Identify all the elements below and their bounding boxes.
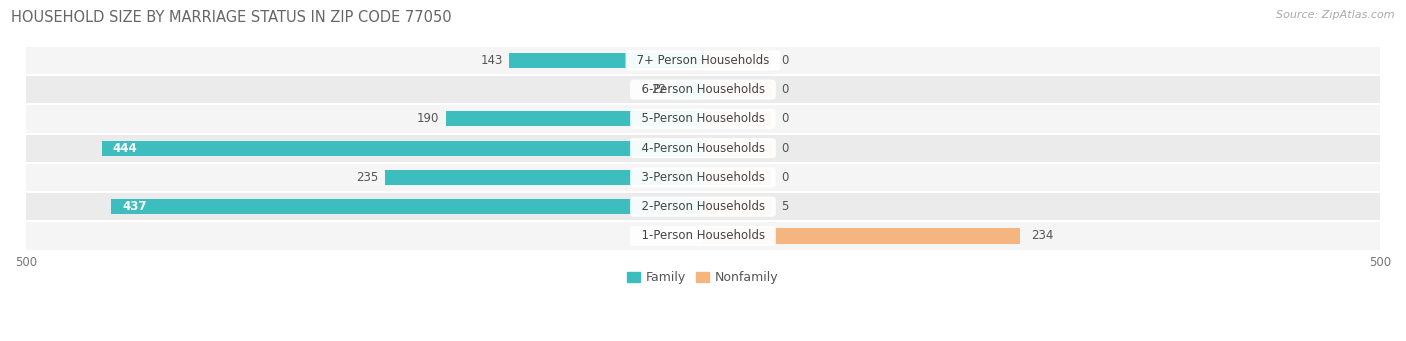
Text: 4-Person Households: 4-Person Households bbox=[634, 142, 772, 155]
Text: 5: 5 bbox=[782, 200, 789, 213]
Text: 6-Person Households: 6-Person Households bbox=[634, 83, 772, 96]
Bar bbox=[385, 170, 703, 185]
Text: 0: 0 bbox=[782, 83, 789, 96]
Bar bbox=[27, 75, 1379, 104]
Bar bbox=[703, 82, 770, 97]
Bar bbox=[27, 221, 1379, 251]
Bar bbox=[703, 228, 1019, 243]
Text: 444: 444 bbox=[112, 142, 138, 155]
Text: 22: 22 bbox=[651, 83, 666, 96]
Text: 5-Person Households: 5-Person Households bbox=[634, 113, 772, 125]
Text: 2-Person Households: 2-Person Households bbox=[634, 200, 772, 213]
Text: 234: 234 bbox=[1031, 229, 1053, 242]
Bar bbox=[673, 82, 703, 97]
Text: 437: 437 bbox=[122, 200, 146, 213]
Text: 0: 0 bbox=[782, 54, 789, 67]
Bar bbox=[509, 53, 703, 68]
Bar bbox=[703, 170, 770, 185]
Bar bbox=[703, 111, 770, 127]
Bar bbox=[27, 163, 1379, 192]
Text: 143: 143 bbox=[481, 54, 502, 67]
Text: 0: 0 bbox=[782, 113, 789, 125]
Text: 190: 190 bbox=[416, 113, 439, 125]
Bar bbox=[703, 140, 770, 156]
Legend: Family, Nonfamily: Family, Nonfamily bbox=[623, 266, 783, 290]
Text: Source: ZipAtlas.com: Source: ZipAtlas.com bbox=[1277, 10, 1395, 20]
Bar bbox=[703, 199, 770, 214]
Bar bbox=[446, 111, 703, 127]
Text: 0: 0 bbox=[782, 171, 789, 184]
Text: HOUSEHOLD SIZE BY MARRIAGE STATUS IN ZIP CODE 77050: HOUSEHOLD SIZE BY MARRIAGE STATUS IN ZIP… bbox=[11, 10, 451, 25]
Text: 3-Person Households: 3-Person Households bbox=[634, 171, 772, 184]
Bar bbox=[27, 134, 1379, 163]
Bar bbox=[27, 46, 1379, 75]
Bar bbox=[111, 199, 703, 214]
Bar bbox=[27, 192, 1379, 221]
Bar bbox=[27, 104, 1379, 134]
Text: 0: 0 bbox=[782, 142, 789, 155]
Text: 235: 235 bbox=[356, 171, 378, 184]
Bar bbox=[703, 53, 770, 68]
Bar bbox=[101, 140, 703, 156]
Text: 7+ Person Households: 7+ Person Households bbox=[628, 54, 778, 67]
Text: 1-Person Households: 1-Person Households bbox=[634, 229, 772, 242]
